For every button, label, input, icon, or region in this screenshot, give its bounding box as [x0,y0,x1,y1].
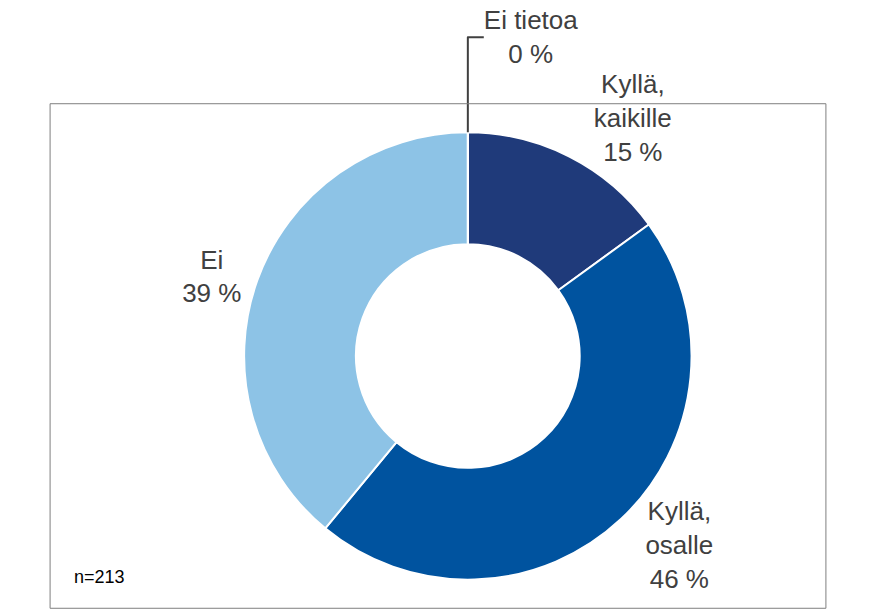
svg-text:Kyllä,kaikille15 %: Kyllä,kaikille15 % [594,69,672,167]
svg-text:Ei tietoa0 %: Ei tietoa0 % [484,5,578,69]
svg-text:Ei39 %: Ei39 % [182,245,241,309]
svg-text:n=213: n=213 [74,567,125,587]
svg-text:Kyllä,osalle46 %: Kyllä,osalle46 % [645,496,713,594]
